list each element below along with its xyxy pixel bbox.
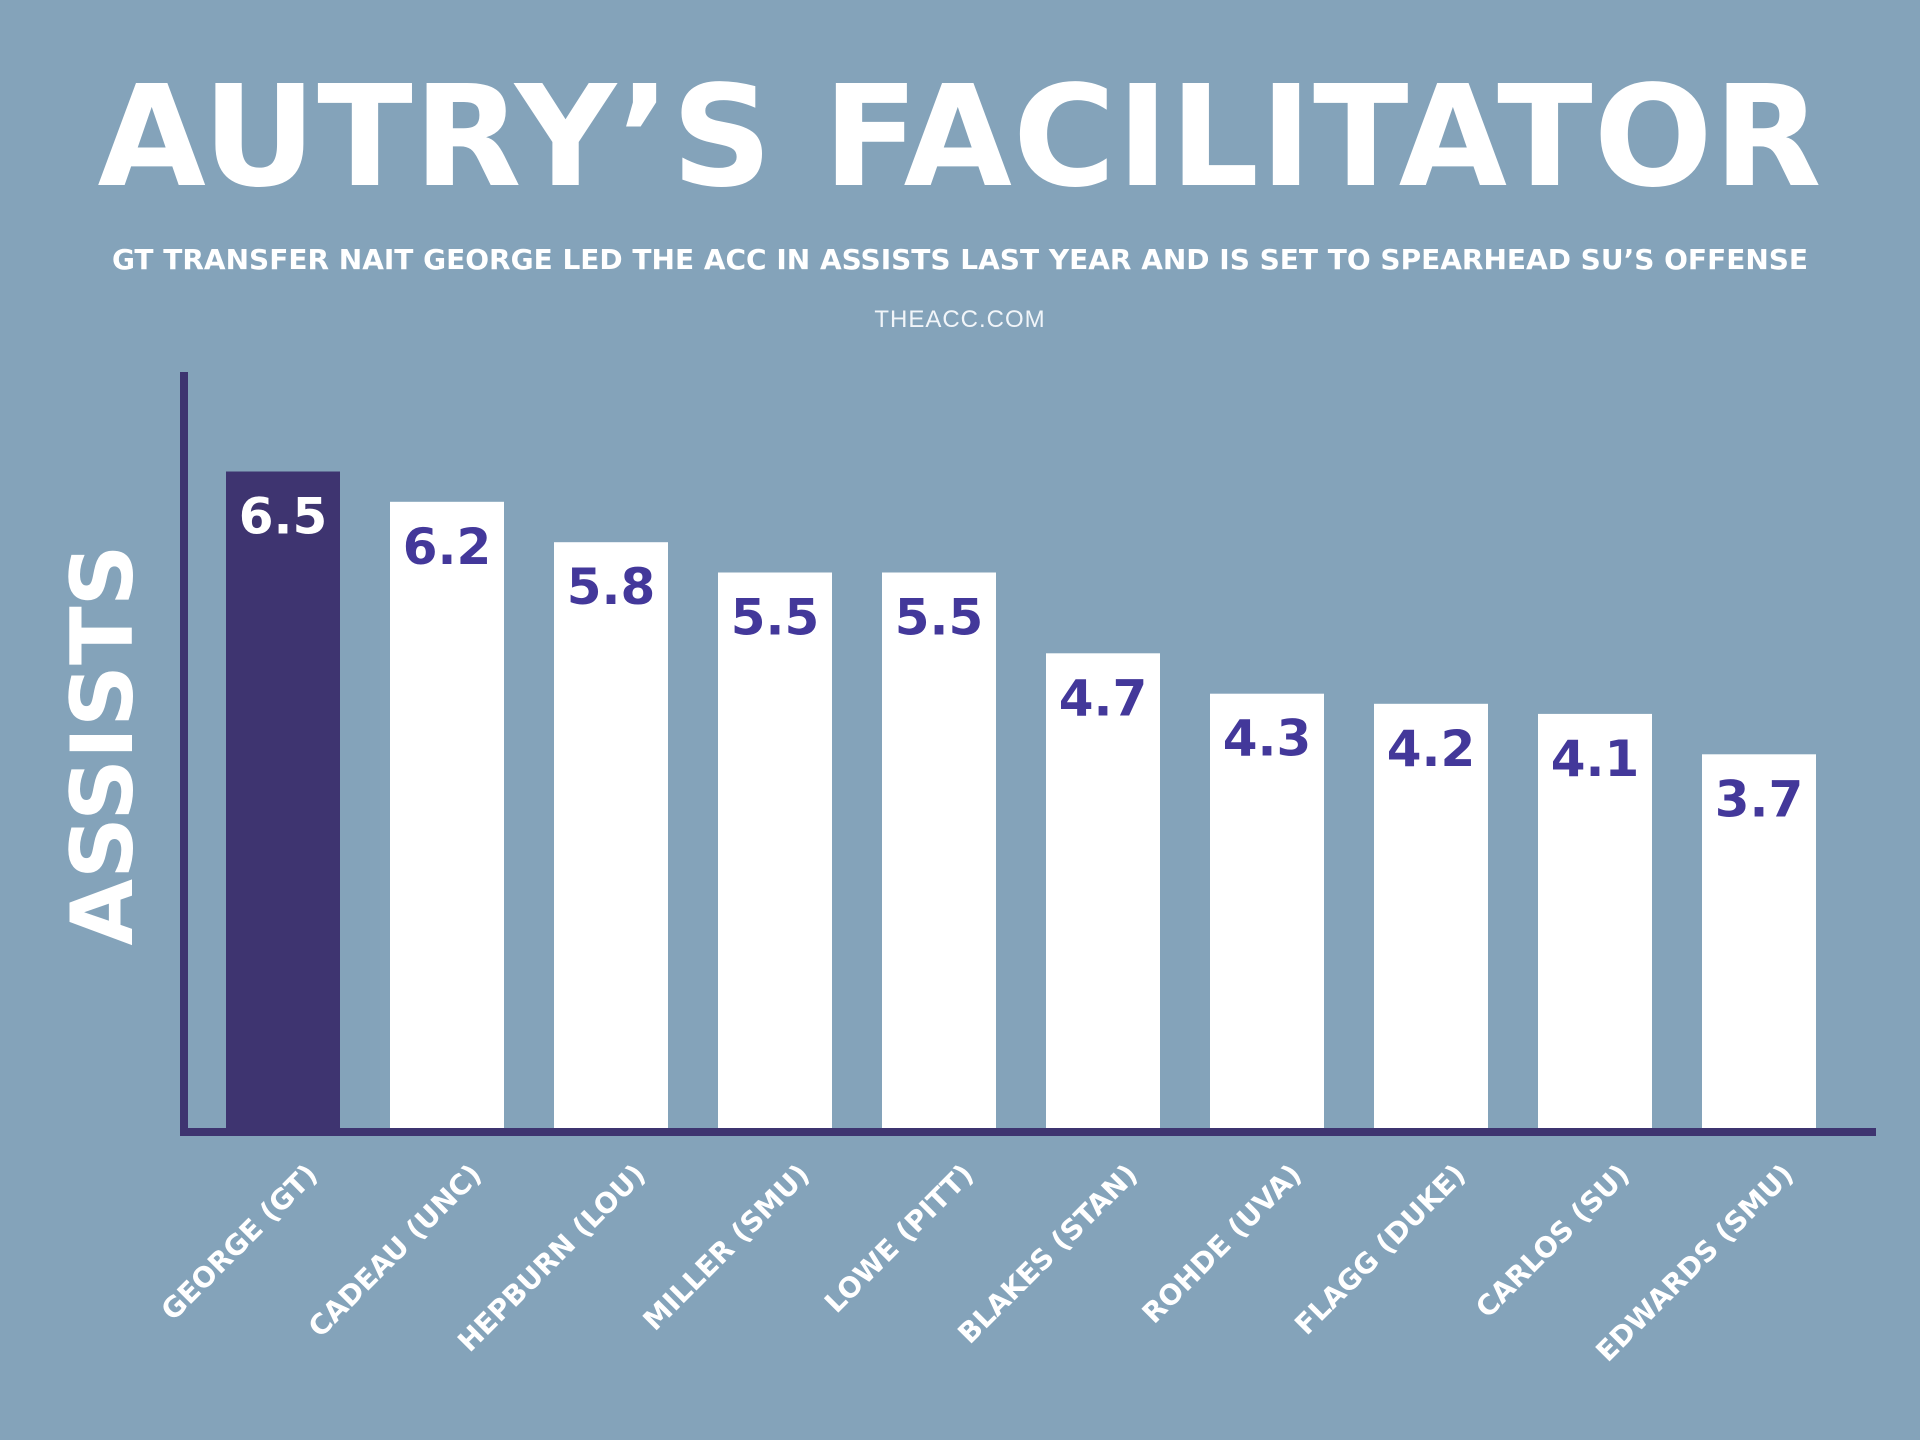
bar-value-label: 4.2	[1387, 720, 1476, 778]
bar-value-label: 5.8	[567, 558, 656, 616]
bar-value-label: 5.5	[895, 589, 984, 647]
chart-source: THEACC.COM	[874, 306, 1046, 333]
x-tick-label: ROHDE (UVA)	[1136, 1158, 1308, 1330]
chart-subtitle: GT TRANSFER NAIT GEORGE LED THE ACC IN A…	[111, 243, 1809, 276]
x-tick-labels-group: GEORGE (GT)CADEAU (UNC)HEPBURN (LOU)MILL…	[155, 1158, 1800, 1369]
bars-group: 6.5 6.2 5.8 5.5 5.5 4.7 4.3 4.2 4.1 3.7	[226, 471, 1816, 1128]
chart-title: AUTRY’S FACILITATOR	[97, 56, 1823, 219]
bar-lowe	[882, 572, 996, 1128]
x-tick-label: FLAGG (DUKE)	[1288, 1158, 1472, 1342]
bar-edwards	[1702, 754, 1816, 1128]
bar-hepburn	[554, 542, 668, 1128]
x-tick-label: GEORGE (GT)	[155, 1158, 324, 1327]
bar-value-label: 4.3	[1223, 710, 1312, 768]
bar-flagg	[1374, 703, 1488, 1128]
bar-george	[226, 471, 340, 1128]
bar-value-label: 4.1	[1551, 730, 1640, 788]
bar-value-label: 4.7	[1059, 669, 1148, 727]
x-tick-label: LOWE (PITT)	[818, 1158, 980, 1320]
x-tick-label: CARLOS (SU)	[1469, 1158, 1636, 1325]
bar-value-label: 6.5	[239, 488, 328, 546]
bar-cadeau	[390, 501, 504, 1128]
x-tick-label: MILLER (SMU)	[637, 1158, 816, 1337]
bar-value-label: 6.2	[403, 518, 492, 576]
bar-carlos	[1538, 713, 1652, 1128]
x-tick-label: BLAKES (STAN)	[951, 1158, 1144, 1351]
bar-rohde	[1210, 693, 1324, 1128]
bar-blakes	[1046, 653, 1160, 1128]
bar-value-label: 5.5	[731, 589, 820, 647]
bar-miller	[718, 572, 832, 1128]
x-tick-label: CADEAU (UNC)	[302, 1158, 488, 1344]
bar-value-label: 3.7	[1715, 770, 1804, 828]
y-axis-label: ASSISTS	[53, 544, 153, 945]
x-tick-label: HEPBURN (LOU)	[451, 1158, 652, 1359]
